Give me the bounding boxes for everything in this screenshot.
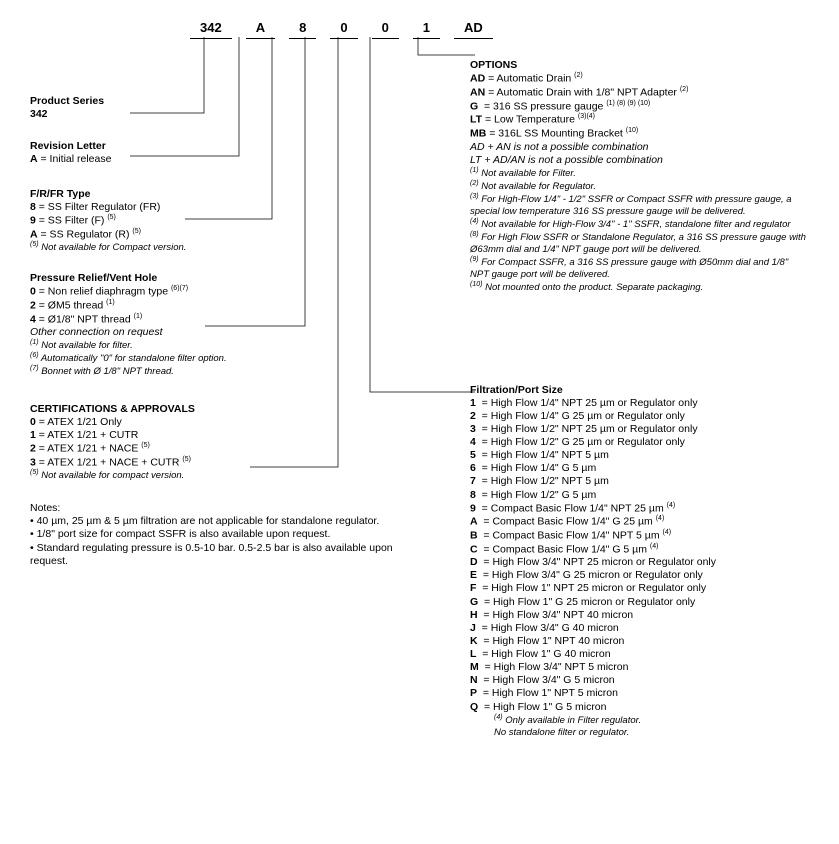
list-item: C = Compact Basic Flow 1/4" G 5 µm (4) — [470, 543, 809, 557]
product-series-title: Product Series — [30, 95, 430, 108]
footnote: (3) For High-Flow 1/4" - 1/2" SSFR or Co… — [470, 193, 809, 218]
list-item: 6 = High Flow 1/4" G 5 µm — [470, 462, 809, 475]
list-item: 4 = High Flow 1/2" G 25 µm or Regulator … — [470, 436, 809, 449]
options-title: OPTIONS — [470, 59, 809, 72]
product-series-sub: 342 — [30, 108, 430, 121]
code-c3: 8 — [289, 20, 316, 39]
list-item: G = 316 SS pressure gauge (1) (8) (9) (1… — [470, 100, 809, 114]
list-item: 1 = ATEX 1/21 + CUTR — [30, 429, 430, 442]
list-item: A = Initial release — [30, 153, 430, 166]
fr-type: F/R/FR Type 8 = SS Filter Regulator (FR)… — [30, 188, 430, 255]
footnote: No standalone filter or regulator. — [494, 727, 809, 739]
footnote: (1) Not available for Filter. — [470, 167, 809, 180]
code-c2: A — [246, 20, 275, 39]
list-item: 5 = High Flow 1/4" NPT 5 µm — [470, 449, 809, 462]
list-item: 4 = Ø1/8" NPT thread (1) — [30, 313, 430, 327]
list-item: E = High Flow 3/4" G 25 micron or Regula… — [470, 569, 809, 582]
notes-title: Notes: — [30, 502, 430, 515]
footnote: (1) Not available for filter. — [30, 339, 430, 352]
list-item: 0 = ATEX 1/21 Only — [30, 416, 430, 429]
code-c1: 342 — [190, 20, 232, 39]
list-item: B = Compact Basic Flow 1/4" NPT 5 µm (4) — [470, 529, 809, 543]
note-line: • 40 µm, 25 µm & 5 µm filtration are not… — [30, 515, 430, 528]
list-item: F = High Flow 1" NPT 25 micron or Regula… — [470, 582, 809, 595]
list-item: 1 = High Flow 1/4" NPT 25 µm or Regulato… — [470, 397, 809, 410]
revision-letter: Revision Letter A = Initial release — [30, 140, 430, 166]
note-line: • 1/8" port size for compact SSFR is als… — [30, 528, 430, 541]
list-item: 9 = SS Filter (F) (5) — [30, 214, 430, 228]
footnote: (4) Only available in Filter regulator. — [494, 714, 809, 727]
certifications: CERTIFICATIONS & APPROVALS 0 = ATEX 1/21… — [30, 403, 430, 483]
list-item: H = High Flow 3/4" NPT 40 micron — [470, 609, 809, 622]
filtration: Filtration/Port Size 1 = High Flow 1/4" … — [470, 384, 809, 739]
list-item: MB = 316L SS Mounting Bracket (10) — [470, 127, 809, 141]
footnote: (10) Not mounted onto the product. Separ… — [470, 281, 809, 294]
code-c6: 1 — [413, 20, 440, 39]
list-item: J = High Flow 3/4" G 40 micron — [470, 622, 809, 635]
list-item: 8 = High Flow 1/2" G 5 µm — [470, 489, 809, 502]
pressure-relief-title: Pressure Relief/Vent Hole — [30, 272, 430, 285]
list-item: 2 = ATEX 1/21 + NACE (5) — [30, 442, 430, 456]
list-item: 2 = ØM5 thread (1) — [30, 299, 430, 313]
pressure-relief: Pressure Relief/Vent Hole 0 = Non relief… — [30, 272, 430, 378]
notes: Notes: • 40 µm, 25 µm & 5 µm filtration … — [30, 502, 430, 568]
list-item: AD = Automatic Drain (2) — [470, 72, 809, 86]
list-item: 7 = High Flow 1/2" NPT 5 µm — [470, 475, 809, 488]
fr-type-title: F/R/FR Type — [30, 188, 430, 201]
list-item: P = High Flow 1" NPT 5 micron — [470, 687, 809, 700]
revision-letter-title: Revision Letter — [30, 140, 430, 153]
list-item: 2 = High Flow 1/4" G 25 µm or Regulator … — [470, 410, 809, 423]
footnote: (4) Not available for High-Flow 3/4" - 1… — [470, 218, 809, 231]
list-item: 3 = High Flow 1/2" NPT 25 µm or Regulato… — [470, 423, 809, 436]
footnote: (2) Not available for Regulator. — [470, 180, 809, 193]
footnote: (6) Automatically "0" for standalone fil… — [30, 352, 430, 365]
code-row: 342 A 8 0 0 1 AD — [190, 20, 809, 39]
option-extra: LT + AD/AN is not a possible combination — [470, 154, 809, 167]
list-item: 8 = SS Filter Regulator (FR) — [30, 201, 430, 214]
list-item: N = High Flow 3/4" G 5 micron — [470, 674, 809, 687]
list-item: A = SS Regulator (R) (5) — [30, 228, 430, 242]
list-item: G = High Flow 1" G 25 micron or Regulato… — [470, 596, 809, 609]
list-item: D = High Flow 3/4" NPT 25 micron or Regu… — [470, 556, 809, 569]
list-item: K = High Flow 1" NPT 40 micron — [470, 635, 809, 648]
product-series: Product Series 342 — [30, 95, 430, 121]
footnote: (8) For High Flow SSFR or Standalone Reg… — [470, 231, 809, 256]
footnote: (9) For Compact SSFR, a 316 SS pressure … — [470, 256, 809, 281]
option-extra: AD + AN is not a possible combination — [470, 141, 809, 154]
list-item: 3 = ATEX 1/21 + NACE + CUTR (5) — [30, 456, 430, 470]
code-c5: 0 — [372, 20, 399, 39]
list-item: LT = Low Temperature (3)(4) — [470, 113, 809, 127]
list-item: AN = Automatic Drain with 1/8" NPT Adapt… — [470, 86, 809, 100]
code-c4: 0 — [330, 20, 357, 39]
list-item: 0 = Non relief diaphragm type (6)(7) — [30, 285, 430, 299]
list-item: A = Compact Basic Flow 1/4" G 25 µm (4) — [470, 515, 809, 529]
pr-other: Other connection on request — [30, 326, 430, 339]
list-item: M = High Flow 3/4" NPT 5 micron — [470, 661, 809, 674]
list-item: L = High Flow 1" G 40 micron — [470, 648, 809, 661]
options: OPTIONS AD = Automatic Drain (2)AN = Aut… — [470, 59, 809, 293]
list-item: 9 = Compact Basic Flow 1/4" NPT 25 µm (4… — [470, 502, 809, 516]
filtration-title: Filtration/Port Size — [470, 384, 809, 397]
footnote: (7) Bonnet with Ø 1/8" NPT thread. — [30, 365, 430, 378]
list-item: Q = High Flow 1" G 5 micron — [470, 701, 809, 714]
code-c7: AD — [454, 20, 493, 39]
certs-title: CERTIFICATIONS & APPROVALS — [30, 403, 430, 416]
note-line: • Standard regulating pressure is 0.5-10… — [30, 542, 430, 568]
